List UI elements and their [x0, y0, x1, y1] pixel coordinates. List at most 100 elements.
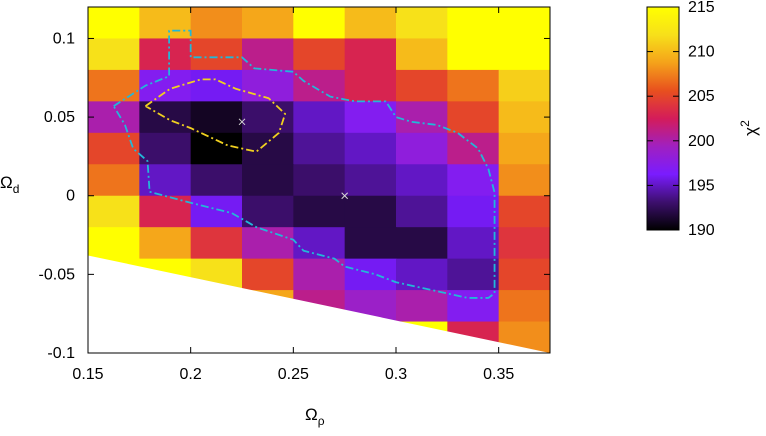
colorbar-tick-label: 190	[688, 222, 715, 239]
heatmap-cell	[498, 38, 550, 71]
heatmap-cell	[447, 69, 500, 102]
heatmap-cell	[139, 195, 192, 228]
heatmap-cell	[498, 195, 550, 228]
colorbar-tick-label: 200	[688, 133, 715, 150]
heatmap-cell	[344, 164, 397, 197]
heatmap-cell	[88, 227, 140, 260]
colorbar-gradient	[647, 7, 679, 230]
heatmap-cell	[293, 195, 346, 228]
heatmap-cell	[498, 132, 550, 165]
heatmap-cell	[498, 164, 550, 197]
colorbar-tick-label: 205	[688, 88, 715, 105]
heatmap-cell	[447, 195, 500, 228]
heatmap-cell	[447, 132, 500, 165]
heatmap-cell	[396, 132, 448, 165]
heatmap-cell	[242, 164, 294, 197]
plot-area: 0.15 0.2 0.25 0.3 0.35 -0.1 -0.05 0 0.05 0.1	[39, 6, 551, 383]
heatmap-cell	[498, 69, 550, 102]
heatmap-cell	[88, 132, 140, 165]
heatmap-cell	[344, 69, 397, 102]
heatmap-cell	[396, 69, 448, 102]
colorbar-tick-label: 215	[688, 0, 715, 16]
heatmap-cell	[139, 227, 192, 260]
heatmap-cell	[242, 69, 294, 102]
heatmap-cell	[190, 227, 243, 260]
heatmap-cell	[293, 132, 346, 165]
x-tick-label: 0.35	[483, 366, 514, 383]
heatmap-cell	[396, 38, 448, 71]
y-tick-label: 0	[66, 188, 75, 205]
heatmap-cell	[396, 227, 448, 260]
colorbar-tick-label: 195	[688, 177, 715, 194]
heatmap-cell	[344, 227, 397, 260]
heatmap-cell	[88, 38, 140, 71]
heatmap-cell	[190, 101, 243, 134]
heatmap-cell	[242, 101, 294, 134]
heatmap-cell	[344, 132, 397, 165]
heatmap-cell	[139, 38, 192, 71]
heatmap-cell	[190, 38, 243, 71]
heatmap-cell	[293, 101, 346, 134]
heatmap-cell	[396, 7, 448, 40]
heatmap-cell	[88, 101, 140, 134]
heatmap-cell	[396, 195, 448, 228]
y-tick-label: 0.05	[44, 109, 75, 126]
heatmap-cell	[242, 258, 294, 291]
colorbar: 190 195 200 205 210 215 χ2	[646, 0, 760, 239]
heatmap-cell	[139, 132, 192, 165]
x-axis-title: Ωρ	[305, 405, 325, 428]
y-axis-title: Ωd	[0, 173, 19, 196]
heatmap-cell	[293, 69, 346, 102]
heatmap-cell	[190, 132, 243, 165]
heatmap-cell	[396, 290, 448, 323]
plot-frame	[87, 6, 551, 354]
x-axis-ticks: 0.15 0.2 0.25 0.3 0.35	[72, 7, 514, 383]
x-tick-label: 0.3	[385, 366, 407, 383]
heatmap-cell	[88, 195, 140, 228]
heatmap-cell	[447, 7, 500, 40]
y-axis-ticks: -0.1 -0.05 0 0.05 0.1	[39, 30, 550, 362]
heatmap-cell	[447, 101, 500, 134]
heatmap-cell	[88, 69, 140, 102]
outer-contour	[112, 29, 496, 299]
heatmap-cell	[447, 38, 500, 71]
heatmap-cell	[242, 195, 294, 228]
heatmap-cell	[447, 227, 500, 260]
heatmap-cell	[498, 290, 550, 323]
heatmap-cell	[88, 7, 140, 40]
y-tick-label: -0.05	[39, 266, 76, 283]
heatmap-cell	[498, 7, 550, 40]
colorbar-ticks: 190 195 200 205 210 215	[647, 0, 715, 239]
heatmap-cell	[139, 164, 192, 197]
heatmap-cell	[139, 7, 192, 40]
y-tick-label: -0.1	[47, 345, 75, 362]
heatmap-cell	[344, 258, 397, 291]
heatmap-cell	[396, 164, 448, 197]
colorbar-title: χ2	[738, 120, 760, 136]
heatmap-cell	[293, 7, 346, 40]
minimum-marker-1	[238, 118, 246, 126]
heatmap-cell	[344, 38, 397, 71]
heatmap-cell	[190, 164, 243, 197]
y-tick-label: 0.1	[53, 30, 75, 47]
heatmap-cell	[190, 7, 243, 40]
minimum-marker-2	[341, 192, 349, 200]
heatmap-cell	[190, 69, 243, 102]
heatmap-cell	[344, 101, 397, 134]
x-tick-label: 0.15	[72, 366, 103, 383]
colorbar-frame	[646, 6, 680, 231]
heatmap-cell	[139, 69, 192, 102]
heatmap-cell	[88, 164, 140, 197]
heatmap-cell	[498, 101, 550, 134]
heatmap-cell	[344, 195, 397, 228]
heatmap-cell	[242, 38, 294, 71]
x-tick-label: 0.25	[278, 366, 309, 383]
x-tick-label: 0.2	[180, 366, 202, 383]
best-fit-markers	[238, 118, 349, 200]
colorbar-tick-label: 210	[688, 44, 715, 61]
heatmap-cell	[293, 164, 346, 197]
heatmap-cell	[344, 7, 397, 40]
heatmap-cell	[396, 258, 448, 291]
inner-contour	[144, 78, 287, 153]
